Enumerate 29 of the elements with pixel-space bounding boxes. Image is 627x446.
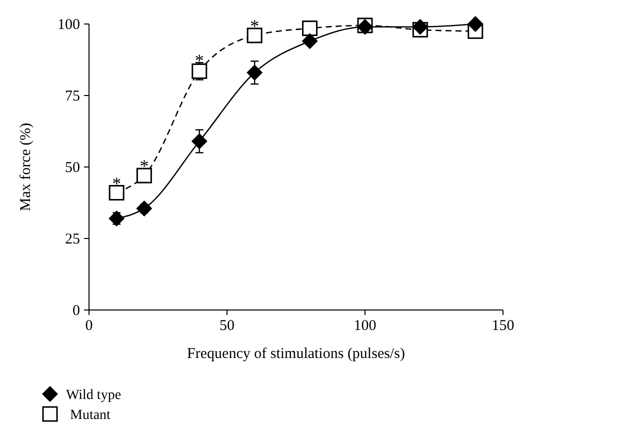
y-tick-label: 25 <box>65 232 80 248</box>
annotation: * <box>140 156 149 176</box>
point <box>192 63 208 79</box>
point <box>246 64 263 81</box>
x-tick-label: 150 <box>492 318 514 334</box>
y-tick-label: 0 <box>72 303 80 319</box>
point <box>246 28 262 44</box>
annotation: * <box>194 50 204 70</box>
x-tick-label: 100 <box>354 318 376 334</box>
point <box>136 200 152 216</box>
x-tick-label: 0 <box>85 318 93 334</box>
point <box>191 133 208 150</box>
legend-label: Mutant <box>70 408 111 423</box>
point <box>136 168 152 184</box>
annotation: * <box>250 16 260 36</box>
point <box>467 16 484 32</box>
y-tick-label: 100 <box>58 17 80 33</box>
point <box>302 33 318 50</box>
point <box>108 210 125 226</box>
x-tick-label: 50 <box>220 318 234 334</box>
y-axis-title: Max force (%) <box>18 122 34 212</box>
point <box>412 18 428 35</box>
point <box>108 184 124 200</box>
x-axis-title: Frequency of stimulations (pulses/s) <box>187 346 405 362</box>
annotation: * <box>112 173 122 194</box>
point <box>302 20 318 36</box>
y-tick-label: 75 <box>65 88 80 104</box>
y-tick-label: 50 <box>65 160 80 176</box>
legend-label: Wild type <box>66 388 122 403</box>
